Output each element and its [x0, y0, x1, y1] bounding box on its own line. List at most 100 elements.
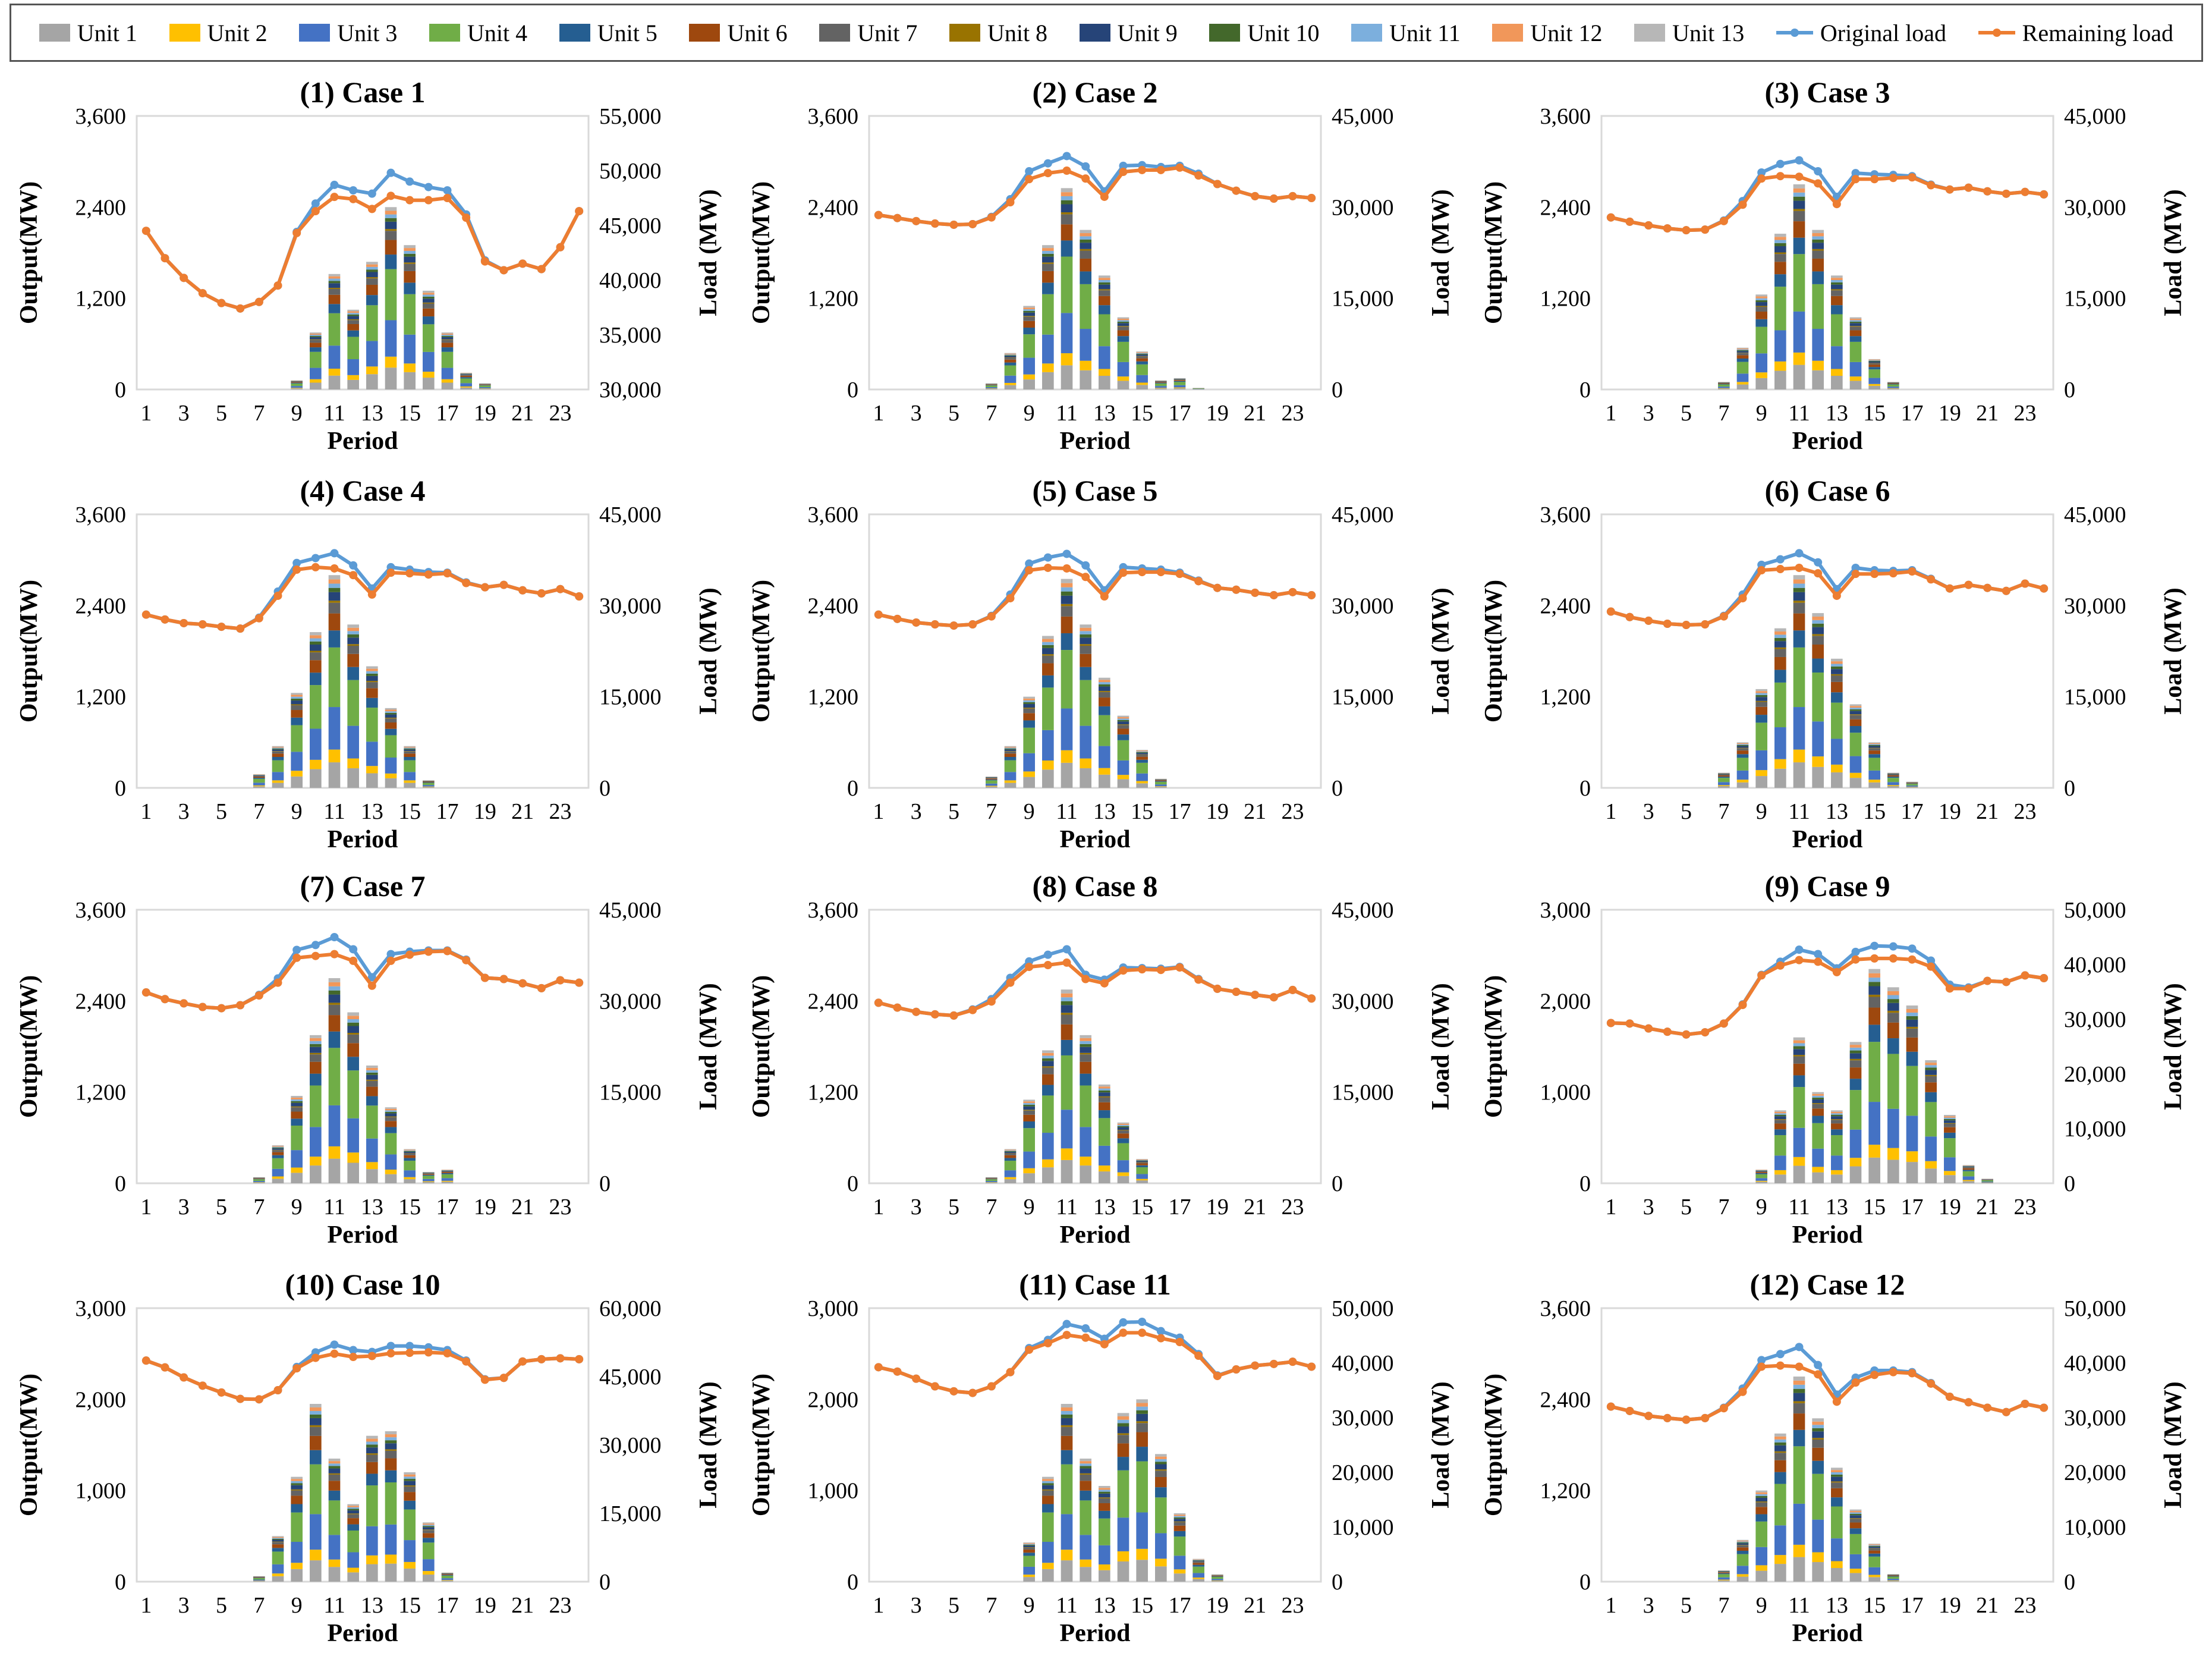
bar-segment-unit-13: [310, 1035, 322, 1038]
bar-segment-unit-7: [310, 340, 322, 343]
bar-segment-unit-5: [310, 347, 322, 352]
x-axis-label: Period: [1060, 826, 1131, 853]
remaining-load-point: [1626, 1019, 1634, 1027]
bar-segment-unit-7: [329, 1005, 341, 1015]
bar-segment-unit-5: [442, 1173, 454, 1174]
bar-segment-unit-6: [1080, 259, 1091, 271]
bar-segment-unit-6: [1099, 1503, 1110, 1511]
bar-segment-unit-11: [329, 584, 341, 588]
bar-segment-unit-11: [1793, 1385, 1805, 1389]
y-tick-label: 0: [1579, 1570, 1591, 1595]
bar-segment-unit-4: [1042, 687, 1054, 730]
bar-segment-unit-12: [347, 1016, 359, 1019]
bar-segment-unit-10: [385, 218, 397, 222]
bar-segment-unit-6: [1042, 1495, 1054, 1504]
bar-segment-unit-11: [1118, 1125, 1129, 1126]
x-tick-label: 19: [1939, 799, 1961, 824]
bar-segment-unit-2: [1061, 750, 1073, 763]
bar-segment-unit-9: [1136, 1414, 1148, 1421]
bar-segment-unit-1: [1774, 1174, 1786, 1183]
bar-segment-unit-6: [385, 722, 397, 729]
bar-segment-unit-1: [366, 1169, 378, 1183]
bar-segment-unit-12: [1887, 773, 1899, 774]
x-axis-label: Period: [328, 428, 398, 455]
bar-segment-unit-1: [1831, 376, 1843, 389]
remaining-load-point: [1644, 1412, 1653, 1420]
remaining-load-point: [1701, 620, 1709, 629]
x-tick-label: 1: [1605, 1195, 1616, 1220]
bar-segment-unit-12: [1174, 1514, 1186, 1516]
bar-segment-unit-6: [1812, 1108, 1824, 1115]
chart-panel-10: (10) Case 1001,0002,0003,000015,00030,00…: [0, 1264, 737, 1656]
bar-segment-unit-4: [423, 324, 435, 352]
bar-segment-unit-10: [1774, 243, 1786, 246]
bar-segment-unit-2: [291, 1563, 303, 1569]
y2-tick-label: 30,000: [599, 1433, 662, 1458]
bar-segment-unit-13: [1812, 1092, 1824, 1094]
y-tick-label: 1,200: [808, 287, 859, 312]
bar-segment-unit-3: [310, 1127, 322, 1157]
bar-segment-unit-4: [1963, 1171, 1975, 1177]
bar-segment-unit-8: [1061, 212, 1073, 214]
bar-segment-unit-1: [423, 1575, 435, 1582]
bar-segment-unit-3: [291, 386, 303, 388]
bar-segment-unit-1: [385, 367, 397, 389]
bar-segment-unit-4: [1042, 1513, 1054, 1542]
remaining-load-point: [1889, 569, 1898, 577]
bar-segment-unit-12: [1061, 192, 1073, 196]
bar-segment-unit-2: [1061, 1550, 1073, 1560]
bar-segment-unit-5: [1850, 336, 1862, 342]
bar-segment-unit-9: [253, 775, 265, 776]
bar-segment-unit-5: [1042, 1085, 1054, 1096]
bar-segment-unit-6: [1868, 1008, 1880, 1025]
bar-segment-unit-7: [1755, 1171, 1767, 1172]
bar-segment-unit-7: [253, 776, 265, 777]
bar-segment-unit-7: [1042, 1491, 1054, 1496]
bar-segment-unit-5: [1023, 1553, 1035, 1556]
bar-segment-unit-1: [1718, 1580, 1730, 1582]
bar-segment-unit-1: [1118, 779, 1129, 788]
y2-tick-label: 30,000: [1332, 195, 1394, 220]
remaining-load-point: [481, 1375, 489, 1384]
bar-segment-unit-5: [1963, 1170, 1975, 1171]
bar-segment-unit-7: [1118, 326, 1129, 330]
bar-segment-unit-2: [1136, 781, 1148, 784]
remaining-load-point: [1720, 1404, 1728, 1412]
bar-segment-unit-9: [385, 1113, 397, 1116]
bar-segment-unit-5: [329, 1491, 341, 1501]
bar-segment-unit-11: [1831, 280, 1843, 282]
bar-segment-unit-7: [1868, 1548, 1880, 1550]
bar-segment-unit-11: [1005, 748, 1017, 749]
bar-segment-unit-11: [1118, 320, 1129, 321]
bar-segment-unit-3: [1812, 329, 1824, 361]
bar-segment-unit-10: [1925, 1067, 1937, 1070]
bar-segment-unit-11: [1812, 620, 1824, 624]
x-tick-label: 13: [361, 1593, 383, 1618]
bar-segment-unit-6: [1718, 1572, 1730, 1573]
remaining-load-point: [1063, 1331, 1071, 1339]
bar-segment-unit-7: [1192, 1562, 1204, 1563]
bar-segment-unit-9: [1812, 627, 1824, 634]
bar-segment-unit-13: [385, 708, 397, 710]
bar-segment-unit-7: [1080, 1054, 1091, 1061]
x-tick-label: 9: [1756, 1593, 1767, 1618]
bar-segment-unit-9: [1118, 1426, 1129, 1433]
bar-segment-unit-2: [1812, 361, 1824, 370]
bar-segment-unit-3: [1212, 1579, 1223, 1580]
bar-segment-unit-8: [423, 1529, 435, 1530]
bar-segment-unit-3: [385, 1154, 397, 1170]
bar-segment-unit-9: [1042, 257, 1054, 263]
remaining-load-point: [987, 213, 996, 222]
bar-segment-unit-9: [1793, 1049, 1805, 1055]
bar-segment-unit-13: [1887, 987, 1899, 991]
bar-segment-unit-8: [1061, 604, 1073, 607]
bar-segment-unit-3: [1718, 782, 1730, 785]
bar-segment-unit-8: [404, 751, 416, 752]
bar-segment-unit-12: [1887, 991, 1899, 995]
bar-series: [1718, 1377, 1899, 1582]
bar-segment-unit-9: [1755, 697, 1767, 701]
remaining-load-point: [1025, 566, 1033, 574]
bar-segment-unit-6: [1192, 1563, 1204, 1565]
bar-segment-unit-6: [1174, 1526, 1186, 1531]
bar-segment-unit-1: [1906, 1162, 1918, 1183]
